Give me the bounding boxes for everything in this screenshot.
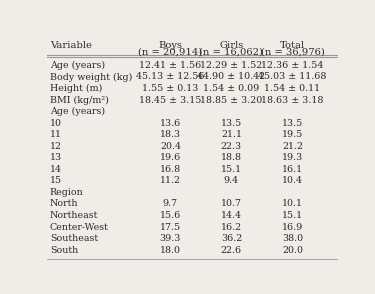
Text: 13.6: 13.6 [160, 118, 181, 128]
Text: 18.45 ± 3.15: 18.45 ± 3.15 [139, 96, 202, 105]
Text: 20.4: 20.4 [160, 142, 181, 151]
Text: 1.55 ± 0.13: 1.55 ± 0.13 [142, 84, 199, 93]
Text: 17.5: 17.5 [160, 223, 181, 232]
Text: 10: 10 [50, 118, 62, 128]
Text: 10.4: 10.4 [282, 176, 303, 185]
Text: 36.2: 36.2 [221, 234, 242, 243]
Text: 44.90 ± 10.42: 44.90 ± 10.42 [197, 72, 266, 81]
Text: 22.6: 22.6 [221, 245, 242, 255]
Text: 22.3: 22.3 [221, 142, 242, 151]
Text: 21.1: 21.1 [221, 130, 242, 139]
Text: (n = 36,976): (n = 36,976) [261, 48, 324, 57]
Text: 12.29 ± 1.52: 12.29 ± 1.52 [200, 61, 262, 70]
Text: 15: 15 [50, 176, 62, 185]
Text: 45.03 ± 11.68: 45.03 ± 11.68 [258, 72, 327, 81]
Text: 18.85 ± 3.20: 18.85 ± 3.20 [200, 96, 262, 105]
Text: 13: 13 [50, 153, 62, 162]
Text: 18.0: 18.0 [160, 245, 181, 255]
Text: (n = 20,914): (n = 20,914) [138, 48, 202, 57]
Text: 9.7: 9.7 [163, 199, 178, 208]
Text: Girls: Girls [219, 41, 243, 50]
Text: South: South [50, 245, 78, 255]
Text: 14: 14 [50, 165, 62, 174]
Text: 10.7: 10.7 [221, 199, 242, 208]
Text: 19.6: 19.6 [160, 153, 181, 162]
Text: 18.3: 18.3 [160, 130, 181, 139]
Text: Northeast: Northeast [50, 211, 98, 220]
Text: Height (m): Height (m) [50, 84, 102, 93]
Text: 12.36 ± 1.54: 12.36 ± 1.54 [261, 61, 324, 70]
Text: 39.3: 39.3 [160, 234, 181, 243]
Text: (n = 16,062): (n = 16,062) [200, 48, 263, 57]
Text: Body weight (kg): Body weight (kg) [50, 72, 132, 81]
Text: Age (years): Age (years) [50, 107, 105, 116]
Text: 45.13 ± 12.56: 45.13 ± 12.56 [136, 72, 205, 81]
Text: 38.0: 38.0 [282, 234, 303, 243]
Text: BMI (kg/m²): BMI (kg/m²) [50, 96, 109, 105]
Text: 13.5: 13.5 [221, 118, 242, 128]
Text: 11: 11 [50, 130, 62, 139]
Text: 11.2: 11.2 [160, 176, 181, 185]
Text: 14.4: 14.4 [221, 211, 242, 220]
Text: 20.0: 20.0 [282, 245, 303, 255]
Text: Center-West: Center-West [50, 223, 109, 232]
Text: 16.2: 16.2 [221, 223, 242, 232]
Text: Age (years): Age (years) [50, 61, 105, 70]
Text: 10.1: 10.1 [282, 199, 303, 208]
Text: 12.41 ± 1.56: 12.41 ± 1.56 [139, 61, 201, 70]
Text: 1.54 ± 0.11: 1.54 ± 0.11 [264, 84, 321, 93]
Text: North: North [50, 199, 78, 208]
Text: 18.63 ± 3.18: 18.63 ± 3.18 [261, 96, 324, 105]
Text: 13.5: 13.5 [282, 118, 303, 128]
Text: 15.1: 15.1 [282, 211, 303, 220]
Text: 21.2: 21.2 [282, 142, 303, 151]
Text: 16.9: 16.9 [282, 223, 303, 232]
Text: Southeast: Southeast [50, 234, 98, 243]
Text: 12: 12 [50, 142, 62, 151]
Text: 9.4: 9.4 [224, 176, 239, 185]
Text: 16.8: 16.8 [160, 165, 181, 174]
Text: 15.6: 15.6 [160, 211, 181, 220]
Text: Region: Region [50, 188, 84, 197]
Text: 19.5: 19.5 [282, 130, 303, 139]
Text: 18.8: 18.8 [221, 153, 242, 162]
Text: Total: Total [280, 41, 305, 50]
Text: Variable: Variable [50, 41, 92, 50]
Text: 1.54 ± 0.09: 1.54 ± 0.09 [203, 84, 259, 93]
Text: 15.1: 15.1 [221, 165, 242, 174]
Text: 16.1: 16.1 [282, 165, 303, 174]
Text: 19.3: 19.3 [282, 153, 303, 162]
Text: Boys: Boys [158, 41, 182, 50]
